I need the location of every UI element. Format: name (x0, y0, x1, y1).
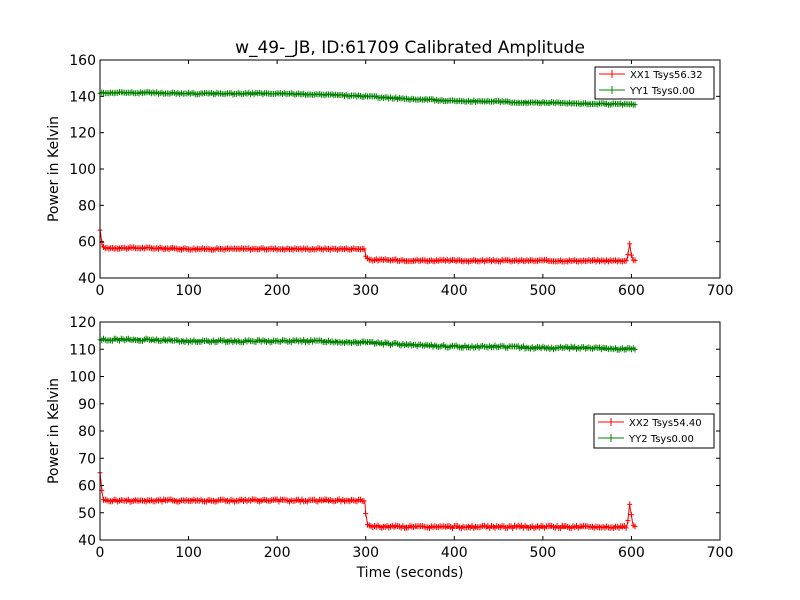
top-x-tick-label: 200 (264, 283, 291, 299)
top-series-0-point (632, 257, 638, 264)
top-y-tick-label: 60 (78, 235, 96, 251)
top-y-tick-label: 80 (78, 198, 96, 214)
bottom-y-tick-label: 50 (78, 506, 96, 522)
top-series-0-point (627, 240, 633, 247)
top-series-1-point (632, 101, 638, 108)
bottom-y-tick-label: 100 (69, 370, 96, 386)
top-x-tick-label: 100 (175, 283, 202, 299)
legend-label-xx1: XX1 Tsys56.32 (630, 70, 703, 81)
bottom-series-0-point (628, 511, 634, 518)
bottom-x-tick-label: 700 (707, 545, 734, 561)
top-legend: XX1 Tsys56.32 YY1 Tsys0.00 (594, 66, 715, 100)
top-x-tick-label: 500 (529, 283, 556, 299)
top-x-tick-label: 300 (352, 283, 379, 299)
bottom-y-tick-label: 90 (78, 397, 96, 413)
bottom-x-tick-label: 100 (175, 545, 202, 561)
bottom-series-0-point (627, 501, 633, 508)
bottom-x-tick-label: 300 (352, 545, 379, 561)
bottom-y-tick-label: 120 (69, 315, 96, 331)
bottom-x-tick-label: 200 (264, 545, 291, 561)
bottom-x-tick-label: 600 (618, 545, 645, 561)
top-panel: 0 100 200 300 400 500 600 700 40 60 80 100 120 140 160… (46, 53, 733, 299)
bottom-series-0-point (363, 510, 369, 517)
bottom-y-tick-label: 40 (78, 533, 96, 549)
bottom-panel: 0 100 200 300 400 500 600 700 40 50 60 70 80 90 100 110… (46, 315, 733, 581)
top-series-0-point (361, 245, 367, 252)
top-y-axis-label: Power in Kelvin (46, 116, 62, 222)
bottom-legend: XX2 Tsys54.40 YY2 Tsys0.00 (593, 413, 715, 449)
bottom-y-tick-label: 110 (69, 342, 96, 358)
bottom-legend-frame (593, 413, 715, 449)
bottom-x-tick-label: 400 (441, 545, 468, 561)
legend-label-xx2: XX2 Tsys54.40 (629, 418, 702, 429)
chart-title: w_49-_JB, ID:61709 Calibrated Amplitude (235, 38, 585, 58)
top-x-tick-label: 700 (707, 283, 734, 299)
bottom-x-tick-label: 500 (529, 545, 556, 561)
bottom-series-1-point (632, 346, 638, 353)
bottom-x-tick-label: 0 (96, 545, 105, 561)
bottom-series-0-point (623, 524, 629, 531)
top-x-tick-label: 0 (96, 283, 105, 299)
top-y-tick-label: 40 (78, 271, 96, 287)
top-y-tick-label: 120 (69, 126, 96, 142)
bottom-y-tick-label: 60 (78, 479, 96, 495)
legend-label-yy1: YY1 Tsys0.00 (629, 86, 695, 97)
bottom-y-tick-label: 70 (78, 451, 96, 467)
top-x-tick-label: 600 (618, 283, 645, 299)
top-series-0-point (623, 257, 629, 264)
top-y-tick-label: 140 (69, 89, 96, 105)
top-y-tick-label: 100 (69, 162, 96, 178)
legend-label-yy2: YY2 Tsys0.00 (628, 434, 694, 445)
top-y-tick-label: 160 (69, 53, 96, 69)
top-x-tick-label: 400 (441, 283, 468, 299)
bottom-y-axis-label: Power in Kelvin (46, 378, 62, 484)
top-panel-ticks: 0 100 200 300 400 500 600 700 40 60 80 100 120 140 160 (69, 53, 733, 299)
bottom-panel-ticks: 0 100 200 300 400 500 600 700 40 50 60 70 80 90 100 110… (69, 315, 733, 561)
top-legend-frame (594, 66, 715, 100)
top-panel-marks (97, 89, 638, 265)
top-series-0-point (628, 252, 634, 259)
bottom-series-0-point (625, 517, 631, 524)
bottom-y-tick-label: 80 (78, 424, 96, 440)
bottom-series-0-point (361, 497, 367, 504)
bottom-series-0-point (632, 523, 638, 530)
bottom-panel-marks (97, 335, 638, 532)
x-axis-label: Time (seconds) (356, 565, 464, 581)
